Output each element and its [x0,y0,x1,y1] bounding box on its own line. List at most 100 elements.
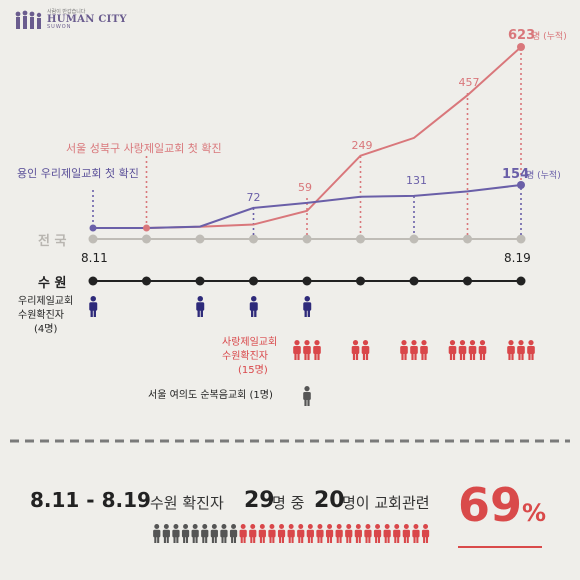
person-leg [154,536,157,543]
yongin-church-annotation: 용인 우리제일교회 첫 확진 [17,166,139,180]
series-line-sarang [93,46,522,229]
person-body [468,346,477,354]
person-body [249,529,257,538]
person-leg [462,353,466,360]
person-head [459,340,466,346]
person-leg [384,536,387,543]
person-leg [375,536,378,543]
summary-red-person-icon [277,524,286,543]
summary-red-person-icon [306,524,314,543]
person-leg [327,536,330,543]
sarang-case-person-icon [303,340,311,360]
person-head [401,340,407,346]
person-body [153,529,161,538]
date-start-label: 8.11 [81,251,108,265]
person-leg [346,536,349,543]
person-leg [452,353,456,360]
summary-text-3: 명이 교회관련 [342,494,430,512]
person-leg [166,536,169,543]
person-head [469,340,476,346]
suwon-axis-point [195,276,205,286]
person-leg [253,536,256,543]
summary-red-person-icon [421,524,430,543]
person-leg [469,353,473,360]
person-leg [387,536,390,543]
person-body [303,346,311,354]
person-leg [425,536,429,543]
yeouido-case-label: 서울 여의도 순복음교회 (1명) [148,389,273,401]
person-body [410,346,418,354]
person-head [304,340,310,346]
sarang-case-person-icon [458,340,467,360]
nation-axis-point [409,234,419,244]
suwon-axis-point [302,276,312,286]
person-head [173,524,179,529]
person-body [383,529,391,538]
person-body [303,392,311,400]
person-leg [320,536,323,543]
person-leg [272,536,275,543]
person-body [517,346,525,354]
sarang-case-person-icon [410,340,418,360]
person-leg [157,536,160,543]
person-leg [183,536,186,543]
suwon-axis-point [249,276,258,286]
person-leg [221,536,224,543]
person-head [355,524,361,529]
person-leg [401,353,404,360]
person-head [411,340,417,346]
person-head [317,524,323,529]
person-body [507,346,515,354]
person-leg [528,353,531,360]
person-leg [424,353,427,360]
person-leg [336,536,339,543]
person-body [287,529,295,538]
sarang-final-suffix: 명 (누적) [532,30,567,42]
person-body [220,529,228,538]
person-head [365,524,371,529]
person-body [297,529,305,538]
person-body [258,529,266,538]
person-leg [163,536,166,543]
person-head [403,524,409,529]
person-head [202,524,208,529]
summary-gray-person-icon [201,524,209,543]
person-body [277,529,286,538]
person-body [316,529,324,538]
person-body [335,529,343,538]
person-head [240,524,246,529]
person-head [346,524,352,529]
person-head [384,524,390,529]
suwon-label: 수 원 [38,276,66,291]
person-leg [406,536,409,543]
person-body [345,529,353,538]
summary-gray-person-icon [191,524,199,543]
person-head [192,524,198,529]
person-leg [200,309,203,317]
person-leg [377,536,381,543]
person-leg [414,353,417,360]
person-body [89,302,98,311]
summary-red-person-icon [393,524,401,543]
person-body [313,346,321,354]
summary-red-person-icon [345,524,353,543]
person-head [163,524,169,529]
person-head [250,524,256,529]
person-leg [233,536,237,543]
person-body [448,346,457,354]
person-body [420,346,428,354]
nation-axis-point [195,234,205,244]
person-leg [243,536,246,543]
person-head [314,340,320,346]
sarang-case-person-icon [448,340,457,360]
person-head [528,340,534,346]
person-leg [231,536,234,543]
summary-red-person-icon [297,524,305,543]
nation-axis-point [249,234,258,244]
person-leg [531,353,534,360]
person-leg [93,309,96,317]
person-leg [449,353,453,360]
person-leg [317,353,320,360]
summary-red-person-icon [258,524,266,543]
person-leg [352,353,356,360]
